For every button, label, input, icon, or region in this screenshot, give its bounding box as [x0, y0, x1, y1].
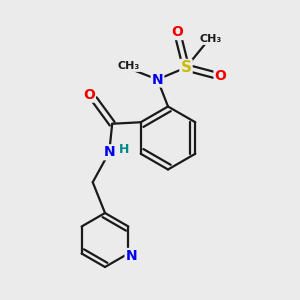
Text: H: H — [119, 143, 129, 156]
Text: CH₃: CH₃ — [200, 34, 222, 44]
Text: N: N — [126, 249, 137, 263]
Text: CH₃: CH₃ — [118, 61, 140, 71]
Text: N: N — [103, 145, 115, 159]
Text: O: O — [171, 25, 183, 39]
Text: O: O — [83, 88, 95, 102]
Text: S: S — [181, 60, 191, 75]
Text: O: O — [214, 70, 226, 83]
Text: N: N — [152, 73, 163, 86]
